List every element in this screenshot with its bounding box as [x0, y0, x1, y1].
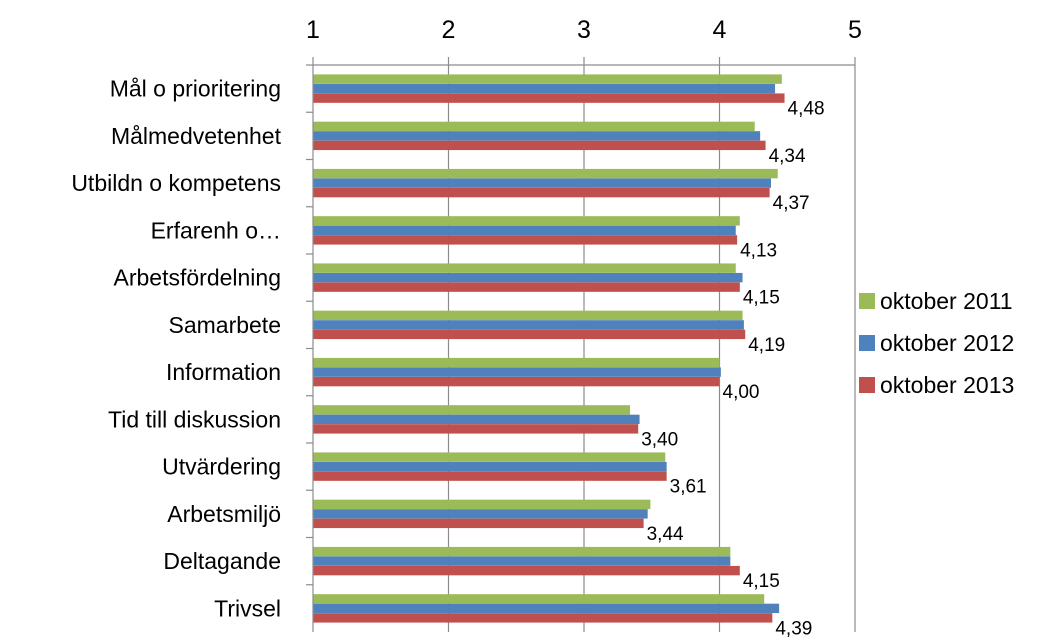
bars — [313, 74, 785, 623]
bar-oktober-2012 — [313, 367, 721, 377]
category-label: Samarbete — [168, 312, 281, 338]
bar-oktober-2013 — [313, 565, 740, 576]
bar-oktober-2011 — [313, 263, 736, 273]
data-label: 3,44 — [647, 524, 684, 545]
bar-oktober-2013 — [313, 424, 639, 434]
category-label: Arbetsfördelning — [114, 265, 282, 291]
data-label: 4,34 — [769, 146, 806, 167]
bar-oktober-2013 — [313, 518, 644, 529]
bar-oktober-2012 — [313, 272, 743, 283]
legend-label: oktober 2012 — [880, 330, 1014, 356]
data-label: 4,13 — [740, 240, 777, 261]
x-tick-label: 3 — [577, 16, 591, 44]
category-label: Tid till diskussion — [108, 406, 281, 432]
bar-oktober-2011 — [313, 216, 740, 226]
category-label: Deltagande — [163, 548, 281, 574]
bar-oktober-2013 — [313, 376, 720, 387]
bar-oktober-2011 — [313, 452, 666, 462]
data-labels: 4,48 4,34 4,37 4,13 4,15 4,19 4,00 3,40 3,61 3,44… — [641, 99, 824, 637]
bar-oktober-2012 — [313, 509, 648, 519]
bar-oktober-2011 — [313, 405, 631, 415]
category-label: Målmedvetenhet — [111, 123, 282, 149]
category-label: Utbildn o kompetens — [71, 170, 281, 196]
bar-oktober-2011 — [313, 594, 765, 604]
bar-oktober-2011 — [313, 310, 743, 321]
data-label: 4,00 — [723, 382, 760, 403]
category-label: Information — [166, 359, 281, 385]
legend-swatch — [859, 293, 875, 309]
x-tick-labels: 1 2 3 4 5 — [306, 16, 862, 44]
data-label: 3,40 — [641, 429, 678, 450]
x-tick-label: 4 — [713, 16, 727, 44]
bar-oktober-2012 — [313, 414, 640, 425]
data-label: 4,15 — [743, 571, 780, 592]
legend-swatch — [859, 377, 875, 393]
legend-swatch — [859, 335, 875, 351]
bar-oktober-2012 — [313, 131, 761, 141]
bar-oktober-2012 — [313, 461, 667, 472]
x-tick-label: 1 — [306, 16, 320, 44]
gridlines — [447, 65, 856, 632]
legend: oktober 2011 oktober 2012 oktober 2013 — [859, 288, 1014, 398]
bar-oktober-2013 — [313, 235, 738, 245]
bar-oktober-2013 — [313, 140, 766, 151]
category-label: Erfarenh o… — [151, 217, 281, 243]
category-label: Trivsel — [214, 595, 281, 621]
bar-oktober-2013 — [313, 471, 667, 481]
category-label: Mål o prioritering — [110, 76, 281, 102]
bar-oktober-2013 — [313, 187, 770, 198]
bar-oktober-2011 — [313, 168, 778, 179]
data-label: 3,61 — [670, 477, 707, 498]
bar-oktober-2012 — [313, 225, 736, 236]
data-label: 4,39 — [775, 618, 812, 637]
bar-oktober-2012 — [313, 178, 771, 188]
legend-label: oktober 2011 — [880, 288, 1013, 314]
bar-oktober-2011 — [313, 121, 755, 132]
bar-oktober-2013 — [313, 282, 740, 292]
bar-oktober-2012 — [313, 320, 744, 330]
legend-label: oktober 2013 — [880, 372, 1014, 398]
data-label: 4,15 — [743, 288, 780, 309]
axes — [306, 57, 856, 632]
bar-oktober-2012 — [313, 603, 780, 614]
bar-oktober-2011 — [313, 74, 782, 84]
category-label: Utvärdering — [162, 454, 281, 480]
bar-oktober-2011 — [313, 499, 651, 510]
bar-oktober-2013 — [313, 329, 746, 340]
bar-oktober-2012 — [313, 83, 776, 94]
data-label: 4,48 — [788, 99, 825, 120]
bar-oktober-2013 — [313, 93, 785, 103]
bar-oktober-2011 — [313, 357, 720, 368]
category-label: Arbetsmiljö — [167, 501, 281, 527]
x-tick-label: 5 — [848, 16, 862, 44]
data-label: 4,19 — [748, 335, 785, 356]
data-label: 4,37 — [773, 193, 810, 214]
category-labels: Mål o prioritering Målmedvetenhet Utbildn … — [71, 76, 281, 622]
bar-oktober-2012 — [313, 556, 731, 566]
bar-oktober-2013 — [313, 613, 773, 623]
bar-oktober-2011 — [313, 546, 731, 557]
x-tick-label: 2 — [442, 16, 456, 44]
